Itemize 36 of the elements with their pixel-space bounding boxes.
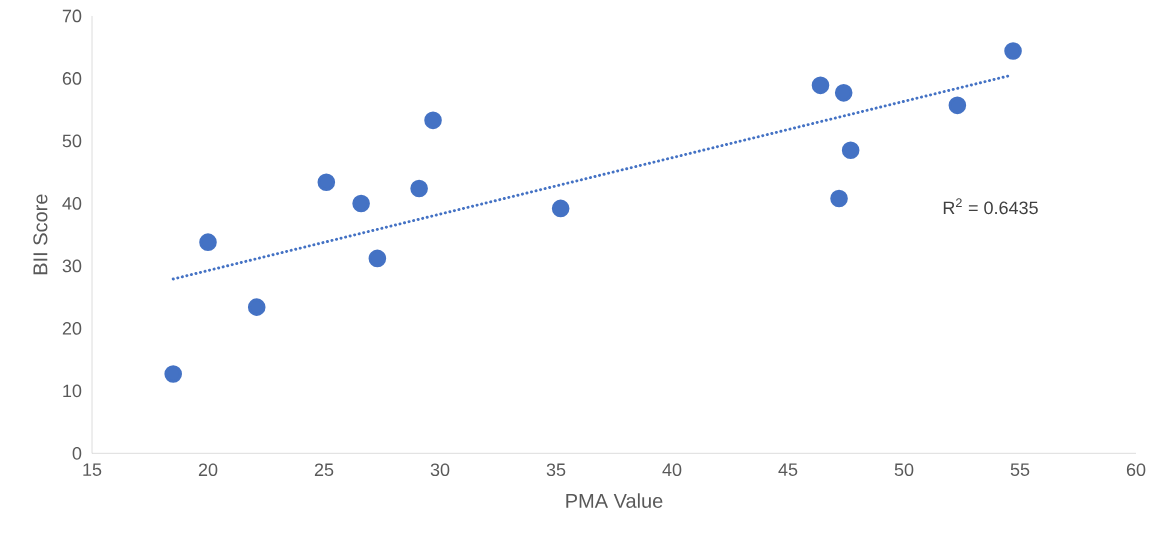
- point: [841, 141, 860, 160]
- x-tick-label: 40: [662, 463, 682, 477]
- x-tick-label: 35: [546, 463, 566, 477]
- point: [317, 173, 336, 191]
- point: [247, 298, 266, 316]
- point: [811, 76, 830, 95]
- x-tick-label: 15: [83, 463, 102, 476]
- x-tick-label: 20: [198, 463, 218, 477]
- point: [424, 111, 442, 130]
- point: [368, 249, 387, 268]
- y-tick-label: 0: [72, 446, 82, 460]
- x-axis-title: PMA Value: [566, 493, 663, 508]
- point: [830, 189, 848, 208]
- x-tick-label: 55: [1010, 463, 1030, 476]
- x-tick-label: 45: [778, 463, 798, 476]
- y-tick-label: 30: [62, 259, 82, 273]
- point: [551, 199, 570, 218]
- point: [410, 179, 428, 198]
- y-tick-label: 20: [62, 322, 82, 335]
- x-tick-label: 50: [894, 463, 914, 477]
- y-tick-label: 70: [62, 9, 82, 23]
- point: [834, 84, 853, 102]
- x-tick-label: 60: [1126, 463, 1146, 477]
- point: [352, 194, 370, 213]
- x-tick-label: 30: [430, 463, 450, 477]
- x-tick-label: 25: [314, 463, 334, 477]
- point: [164, 365, 183, 383]
- y-tick-label: 10: [63, 384, 82, 398]
- point: [948, 96, 967, 115]
- y-tick-label: 60: [62, 72, 82, 85]
- y-tick-label: 40: [62, 197, 82, 210]
- point: [199, 233, 217, 251]
- annotation: R$^{2}$ = 0.6435: [943, 198, 1038, 215]
- y-axis-title: BII Score: [33, 194, 48, 275]
- y-tick-label: 50: [62, 134, 82, 148]
- point: [1004, 42, 1022, 60]
